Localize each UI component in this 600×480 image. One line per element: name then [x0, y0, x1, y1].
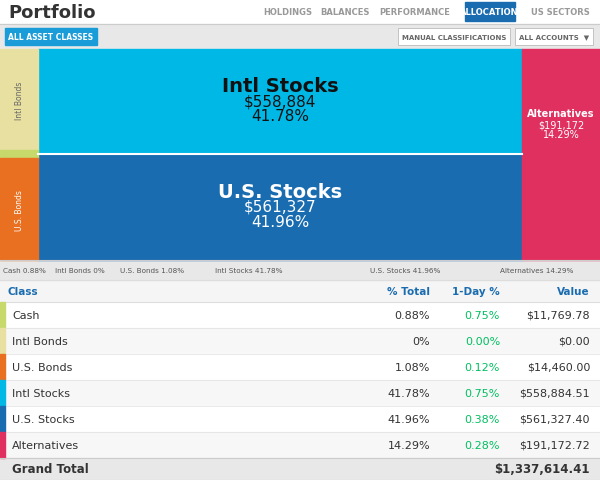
- Text: $0.00: $0.00: [559, 336, 590, 346]
- Bar: [0, 25, 600, 50]
- Text: 1.08%: 1.08%: [395, 362, 430, 372]
- Bar: [398, 29, 510, 46]
- Text: $561,327.40: $561,327.40: [520, 414, 590, 424]
- Text: $558,884.51: $558,884.51: [520, 388, 590, 398]
- Bar: [0, 261, 600, 280]
- Text: Alternatives: Alternatives: [527, 109, 595, 119]
- Bar: [0, 50, 38, 151]
- Text: Portfolio: Portfolio: [8, 3, 95, 22]
- Bar: [0, 0, 600, 25]
- Text: 0.75%: 0.75%: [464, 388, 500, 398]
- Bar: [515, 29, 593, 46]
- Bar: [0, 380, 5, 406]
- Bar: [0, 328, 600, 354]
- Bar: [0, 151, 38, 159]
- Bar: [0, 380, 600, 406]
- Text: $561,327: $561,327: [244, 199, 316, 214]
- Text: $191,172.72: $191,172.72: [519, 440, 590, 450]
- Text: Cash 0.88%: Cash 0.88%: [3, 267, 46, 274]
- Text: 1-Day %: 1-Day %: [452, 287, 500, 296]
- Text: Intl Bonds: Intl Bonds: [12, 336, 68, 346]
- Text: Alternatives 14.29%: Alternatives 14.29%: [500, 267, 574, 274]
- Text: $1,337,614.41: $1,337,614.41: [494, 463, 590, 476]
- Text: HOLDINGS: HOLDINGS: [263, 8, 313, 17]
- Text: ALLOCATION: ALLOCATION: [460, 8, 518, 17]
- Text: 0.00%: 0.00%: [465, 336, 500, 346]
- Text: Intl Bonds 0%: Intl Bonds 0%: [55, 267, 105, 274]
- Text: Intl Stocks 41.78%: Intl Stocks 41.78%: [215, 267, 283, 274]
- Text: 41.78%: 41.78%: [251, 109, 309, 124]
- Bar: [0, 50, 600, 261]
- Bar: [0, 432, 600, 458]
- Text: U.S. Stocks 41.96%: U.S. Stocks 41.96%: [370, 267, 440, 274]
- Bar: [0, 328, 5, 354]
- Text: U.S. Stocks: U.S. Stocks: [12, 414, 74, 424]
- Text: Intl Stocks: Intl Stocks: [221, 77, 338, 96]
- Text: BALANCES: BALANCES: [320, 8, 370, 17]
- Bar: [0, 354, 600, 380]
- Text: 14.29%: 14.29%: [388, 440, 430, 450]
- Text: PERFORMANCE: PERFORMANCE: [380, 8, 451, 17]
- Bar: [0, 159, 38, 261]
- Text: 0.38%: 0.38%: [464, 414, 500, 424]
- Text: Intl Stocks: Intl Stocks: [12, 388, 70, 398]
- Text: U.S. Bonds: U.S. Bonds: [12, 362, 73, 372]
- Text: 0.28%: 0.28%: [464, 440, 500, 450]
- Bar: [0, 406, 600, 432]
- Text: 0.75%: 0.75%: [464, 311, 500, 320]
- Text: $11,769.78: $11,769.78: [526, 311, 590, 320]
- Text: $14,460.00: $14,460.00: [527, 362, 590, 372]
- Text: MANUAL CLASSIFICATIONS: MANUAL CLASSIFICATIONS: [402, 35, 506, 40]
- Text: ALL ACCOUNTS  ▼: ALL ACCOUNTS ▼: [519, 35, 589, 40]
- Text: U.S. Stocks: U.S. Stocks: [218, 182, 342, 201]
- Text: 41.96%: 41.96%: [388, 414, 430, 424]
- Bar: [0, 302, 600, 328]
- Bar: [0, 280, 600, 302]
- Bar: [0, 354, 5, 380]
- Text: % Total: % Total: [387, 287, 430, 296]
- Text: ALL ASSET CLASSES: ALL ASSET CLASSES: [8, 33, 94, 42]
- Bar: [0, 406, 5, 432]
- Text: U.S. Bonds 1.08%: U.S. Bonds 1.08%: [120, 267, 184, 274]
- Text: 41.78%: 41.78%: [388, 388, 430, 398]
- Text: 41.96%: 41.96%: [251, 214, 309, 229]
- Text: Grand Total: Grand Total: [12, 463, 89, 476]
- Bar: [5, 29, 97, 46]
- Text: 0.88%: 0.88%: [395, 311, 430, 320]
- Bar: [38, 155, 522, 261]
- Bar: [522, 50, 600, 261]
- Bar: [38, 50, 522, 155]
- Text: US SECTORS: US SECTORS: [530, 8, 589, 17]
- Bar: [0, 302, 5, 328]
- Text: Cash: Cash: [12, 311, 40, 320]
- Text: $191,172: $191,172: [538, 120, 584, 130]
- Bar: [0, 432, 5, 458]
- Text: Value: Value: [557, 287, 590, 296]
- Text: Alternatives: Alternatives: [12, 440, 79, 450]
- Text: 0%: 0%: [412, 336, 430, 346]
- Text: Intl Bonds: Intl Bonds: [14, 81, 23, 120]
- Bar: [465, 3, 515, 22]
- Bar: [0, 458, 600, 480]
- Text: 14.29%: 14.29%: [542, 130, 580, 140]
- Text: Class: Class: [8, 287, 38, 296]
- Text: 0.12%: 0.12%: [464, 362, 500, 372]
- Text: $558,884: $558,884: [244, 94, 316, 109]
- Text: U.S. Bonds: U.S. Bonds: [14, 189, 23, 230]
